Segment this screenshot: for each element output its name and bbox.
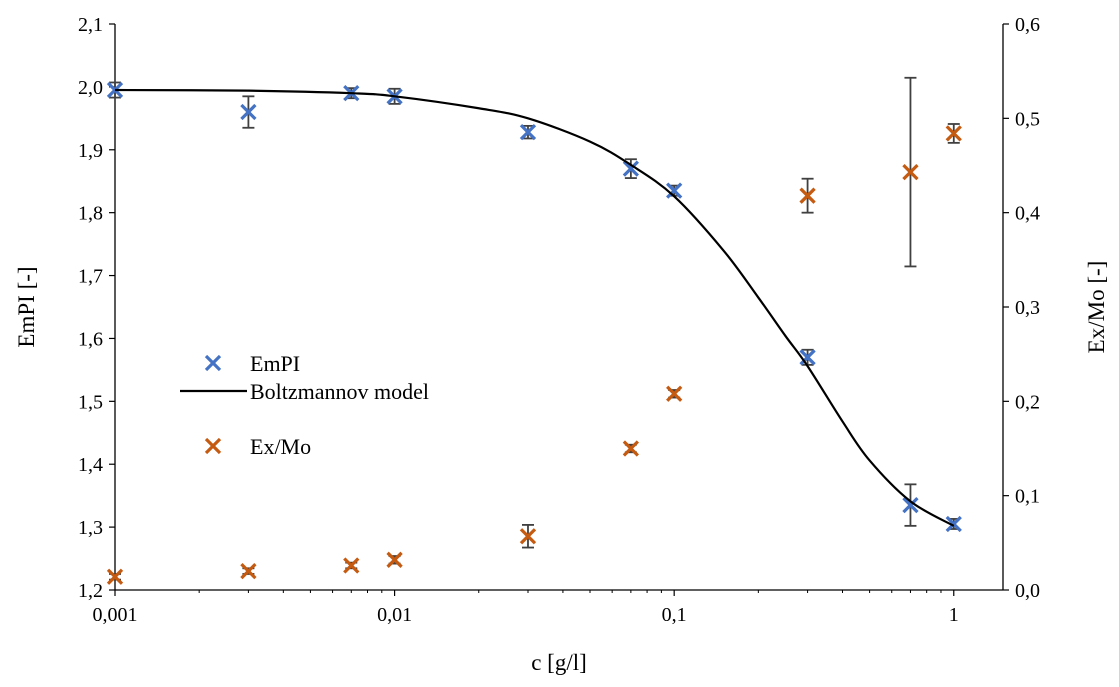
legend-label-exmo: Ex/Mo <box>250 434 311 459</box>
data-point-empi <box>240 103 257 121</box>
y-tick-label: 1,8 <box>78 203 103 225</box>
series-line-boltzmannov-model <box>114 88 955 527</box>
y2-axis-title: Ex/Mo [-] <box>1084 261 1109 354</box>
y-tick-label: 1,9 <box>78 140 103 162</box>
data-point-ex-mo <box>622 440 640 457</box>
data-point-ex-mo <box>240 563 257 580</box>
y-tick-label: 2,0 <box>78 77 103 99</box>
y-tick-label: 1,6 <box>78 328 103 350</box>
y2-tick-label: 0,2 <box>1015 391 1040 413</box>
data-point-ex-mo <box>666 385 683 402</box>
y2-tick-label: 0,4 <box>1015 203 1040 225</box>
y-tick-label: 2,1 <box>78 14 103 36</box>
data-point-empi <box>622 160 640 177</box>
legend: EmPI Boltzmannov model Ex/Mo <box>180 351 429 459</box>
legend-marker-empi <box>204 354 222 372</box>
x-axis-ticks: 0,001 0,01 0,1 1 <box>93 590 959 626</box>
x-tick-label: 0,1 <box>662 604 687 626</box>
data-point-ex-mo <box>799 187 816 204</box>
y2-tick-label: 0,0 <box>1015 580 1040 602</box>
y-axis-title: EmPI [-] <box>14 266 39 347</box>
y2-tick-label: 0,5 <box>1015 108 1040 130</box>
data-point-ex-mo <box>106 568 124 585</box>
data-point-empi <box>799 349 816 366</box>
y2-tick-label: 0,3 <box>1015 297 1040 319</box>
legend-marker-exmo <box>204 437 222 455</box>
x-axis-title: c [g/l] <box>531 650 587 675</box>
series-layer <box>106 76 962 585</box>
data-point-ex-mo <box>519 528 537 545</box>
y2-tick-label: 0,6 <box>1015 14 1040 36</box>
data-point-ex-mo <box>386 551 403 568</box>
x-tick-label: 0,001 <box>93 604 138 626</box>
y-tick-label: 1,4 <box>78 454 103 476</box>
y-tick-label: 1,3 <box>78 517 103 539</box>
y-tick-label: 1,2 <box>78 580 103 602</box>
legend-label-model: Boltzmannov model <box>250 379 429 404</box>
data-point-ex-mo <box>902 163 919 181</box>
y2-axis-ticks: 0,0 0,1 0,2 0,3 0,4 0,5 0,6 <box>1003 14 1040 602</box>
y-tick-label: 1,5 <box>78 391 103 413</box>
data-point-ex-mo <box>945 125 962 142</box>
legend-label-empi: EmPI <box>250 351 300 376</box>
data-point-empi <box>666 182 683 199</box>
data-point-empi <box>902 496 919 514</box>
data-point-ex-mo <box>343 557 360 574</box>
data-point-empi <box>945 515 962 533</box>
y-axis-ticks: 1,2 1,3 1,4 1,5 1,6 1,7 1,8 1,9 2,0 2,1 <box>78 14 115 602</box>
y-tick-label: 1,7 <box>78 266 103 288</box>
data-point-empi <box>519 124 537 141</box>
y2-tick-label: 0,1 <box>1015 486 1040 508</box>
x-tick-label: 0,01 <box>377 604 412 626</box>
x-tick-label: 1 <box>949 604 959 626</box>
